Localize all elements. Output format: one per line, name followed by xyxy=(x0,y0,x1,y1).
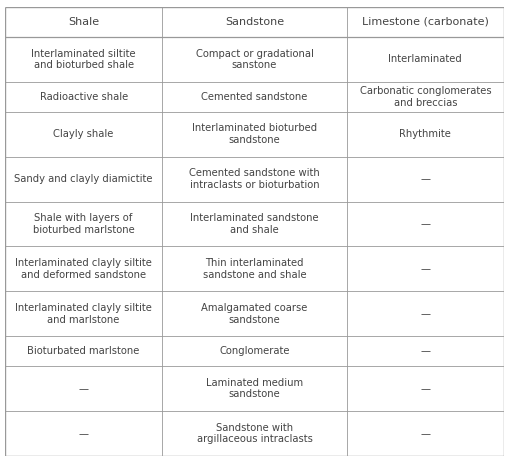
Text: Thin interlaminated
sandstone and shale: Thin interlaminated sandstone and shale xyxy=(203,258,306,280)
Text: —: — xyxy=(420,174,430,184)
Text: Rhythmite: Rhythmite xyxy=(400,129,451,139)
Text: Carbonatic conglomerates
and breccias: Carbonatic conglomerates and breccias xyxy=(359,86,491,107)
Text: Cemented sandstone: Cemented sandstone xyxy=(202,92,307,102)
Text: Clayly shale: Clayly shale xyxy=(53,129,114,139)
Text: —: — xyxy=(420,346,430,356)
Text: Interlaminated: Interlaminated xyxy=(388,54,462,64)
Text: Interlaminated clayly siltite
and marlstone: Interlaminated clayly siltite and marlst… xyxy=(15,303,152,325)
Text: Interlaminated bioturbed
sandstone: Interlaminated bioturbed sandstone xyxy=(192,124,317,145)
Text: —: — xyxy=(420,264,430,274)
Text: —: — xyxy=(420,309,430,319)
Text: Shale with layers of
bioturbed marlstone: Shale with layers of bioturbed marlstone xyxy=(33,213,134,235)
Text: Cemented sandstone with
intraclasts or bioturbation: Cemented sandstone with intraclasts or b… xyxy=(189,169,320,190)
Text: Sandy and clayly diamictite: Sandy and clayly diamictite xyxy=(14,174,153,184)
Text: Compact or gradational
sanstone: Compact or gradational sanstone xyxy=(195,49,314,70)
Text: Sandstone with
argillaceous intraclasts: Sandstone with argillaceous intraclasts xyxy=(196,423,313,444)
Text: Conglomerate: Conglomerate xyxy=(219,346,290,356)
Text: Shale: Shale xyxy=(68,17,99,27)
Text: —: — xyxy=(79,429,89,438)
Text: Sandstone: Sandstone xyxy=(225,17,284,27)
Text: —: — xyxy=(79,384,89,394)
Text: Limestone (carbonate): Limestone (carbonate) xyxy=(362,17,489,27)
Text: —: — xyxy=(420,384,430,394)
Text: Interlaminated clayly siltite
and deformed sandstone: Interlaminated clayly siltite and deform… xyxy=(15,258,152,280)
Text: Amalgamated coarse
sandstone: Amalgamated coarse sandstone xyxy=(202,303,307,325)
Text: Radioactive shale: Radioactive shale xyxy=(40,92,128,102)
Text: Laminated medium
sandstone: Laminated medium sandstone xyxy=(206,378,303,400)
Text: Interlaminated sandstone
and shale: Interlaminated sandstone and shale xyxy=(190,213,319,235)
Text: Bioturbated marlstone: Bioturbated marlstone xyxy=(27,346,140,356)
Text: Interlaminated siltite
and bioturbed shale: Interlaminated siltite and bioturbed sha… xyxy=(32,49,136,70)
Text: —: — xyxy=(420,429,430,438)
Text: —: — xyxy=(420,219,430,229)
